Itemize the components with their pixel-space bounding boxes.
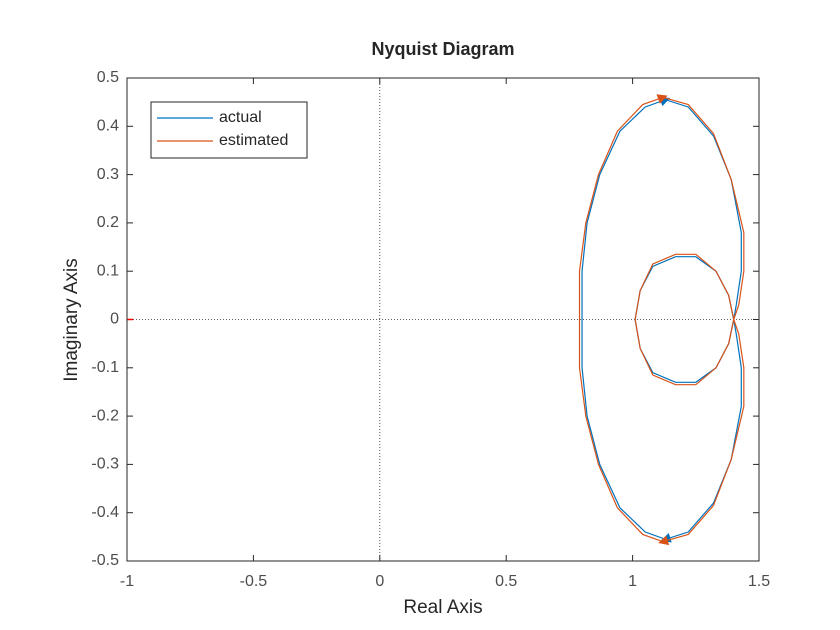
direction-arrow	[658, 535, 670, 546]
x-tick-label: -0.5	[240, 573, 268, 590]
direction-arrow	[656, 94, 668, 104]
y-tick-label: 0.3	[97, 166, 119, 183]
y-axis-label: Imaginary Axis	[61, 258, 82, 382]
legend-label: actual	[219, 109, 262, 126]
x-tick-label: 1	[628, 573, 637, 590]
y-tick-label: 0.4	[97, 118, 119, 135]
series-line	[578, 96, 745, 543]
x-axis-label: Real Axis	[403, 597, 482, 618]
legend-label: estimated	[219, 132, 288, 149]
x-tick-label: 0.5	[495, 573, 517, 590]
y-tick-label: -0.4	[91, 504, 119, 521]
y-tick-label: 0.2	[97, 214, 119, 231]
x-tick-label: 1.5	[748, 573, 770, 590]
x-tick-label: 0	[375, 573, 384, 590]
axes-box	[126, 77, 760, 562]
y-tick-label: -0.3	[91, 456, 119, 473]
chart-title: Nyquist Diagram	[371, 39, 514, 59]
y-tick-label: 0	[110, 311, 119, 328]
y-tick-label: -0.2	[91, 407, 119, 424]
x-tick-label: -1	[120, 573, 134, 590]
y-tick-label: -0.1	[91, 359, 119, 376]
y-tick-label: -0.5	[91, 552, 119, 569]
legend-box	[150, 101, 308, 159]
y-tick-label: 0.1	[97, 262, 119, 279]
y-tick-label: 0.5	[97, 69, 119, 86]
